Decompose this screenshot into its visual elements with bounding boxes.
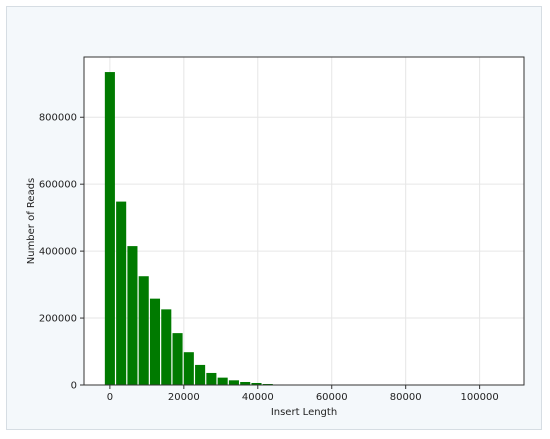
histogram-bar (217, 377, 228, 385)
y-axis-ticks: 0 200000 400000 600000 800000 (39, 113, 84, 392)
x-tick-label: 0 (107, 392, 113, 403)
x-tick-label: 80000 (390, 392, 422, 403)
histogram-bar (228, 380, 239, 385)
x-tick-label: 60000 (316, 392, 348, 403)
histogram-bar (195, 364, 206, 385)
histogram-bar (206, 372, 217, 385)
y-tick-label: 600000 (39, 180, 77, 191)
histogram-bar (172, 333, 183, 385)
x-tick-label: 40000 (242, 392, 274, 403)
histogram-bar (251, 382, 262, 385)
histogram-bar (116, 201, 127, 385)
histogram-bar (127, 246, 138, 385)
histogram-bar (240, 381, 251, 385)
figure-frame: 0 20000 40000 60000 80000 100000 0 200000 40000… (6, 6, 542, 430)
x-axis-label: Insert Length (271, 407, 337, 418)
histogram-bar (104, 72, 115, 386)
bars (104, 72, 296, 386)
histogram-bar (262, 383, 273, 385)
x-tick-label: 20000 (168, 392, 200, 403)
x-axis-ticks: 0 20000 40000 60000 80000 100000 (107, 385, 499, 403)
histogram-bar (138, 276, 149, 385)
histogram-chart: 0 20000 40000 60000 80000 100000 0 200000 40000… (26, 56, 525, 418)
y-tick-label: 200000 (39, 314, 77, 325)
y-axis-label: Number of Reads (26, 178, 37, 265)
y-tick-label: 400000 (39, 247, 77, 258)
y-tick-label: 800000 (39, 113, 77, 124)
y-tick-label: 0 (71, 381, 77, 392)
x-tick-label: 100000 (461, 392, 499, 403)
plot-border (83, 56, 525, 386)
histogram-bar (161, 309, 172, 385)
histogram-bar (183, 352, 194, 385)
histogram-bar (149, 298, 161, 385)
